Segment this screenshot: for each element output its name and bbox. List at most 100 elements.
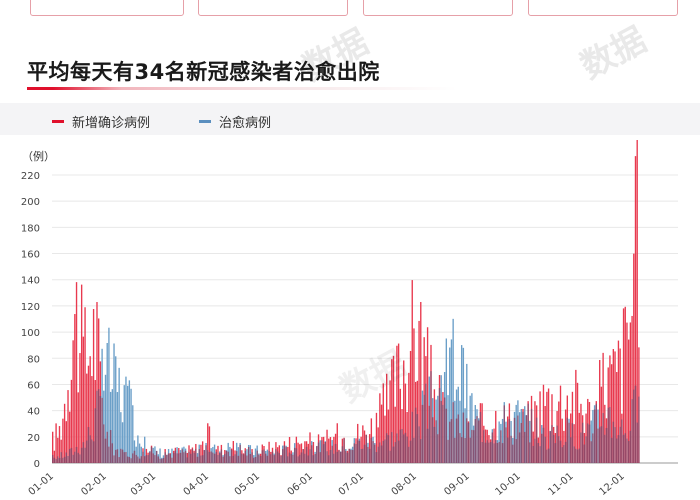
- bar-new-cases: [558, 401, 560, 463]
- bar-new-cases: [128, 456, 131, 463]
- bar-cured: [317, 442, 320, 463]
- bar-new-cases: [58, 426, 61, 463]
- bar-new-cases: [409, 350, 412, 463]
- bar-cured: [104, 374, 107, 463]
- bar-new-cases: [258, 454, 260, 463]
- bar-new-cases: [326, 429, 328, 463]
- bar-new-cases: [52, 431, 54, 463]
- bar-cured: [542, 427, 545, 463]
- bar-cured: [75, 446, 78, 463]
- bar-new-cases: [362, 425, 364, 463]
- bar-new-cases: [379, 393, 381, 463]
- bar-cured: [397, 440, 400, 463]
- bar-cured: [588, 424, 591, 463]
- bar-new-cases: [74, 314, 76, 463]
- bar-cured: [193, 452, 195, 463]
- bar-cured: [612, 421, 615, 463]
- bar-new-cases: [559, 385, 562, 463]
- bar-new-cases: [392, 355, 395, 463]
- bar-cured: [602, 413, 604, 463]
- bar-new-cases: [96, 302, 98, 463]
- bar-new-cases: [389, 380, 391, 463]
- bar-cured: [200, 455, 202, 463]
- bar-new-cases: [593, 409, 596, 463]
- bar-cured: [566, 417, 569, 463]
- bar-new-cases: [600, 386, 603, 463]
- bar-new-cases: [266, 455, 269, 463]
- bar-new-cases: [53, 450, 56, 463]
- bar-new-cases: [397, 343, 400, 463]
- bar-new-cases: [86, 373, 88, 463]
- bar-new-cases: [464, 438, 466, 463]
- bar-cured: [312, 455, 315, 463]
- bar-cured: [413, 437, 415, 463]
- bar-cured: [348, 448, 350, 463]
- bar-new-cases: [564, 409, 567, 463]
- bar-cured: [62, 457, 64, 463]
- bar-cured: [178, 453, 180, 463]
- bar-new-cases: [592, 433, 594, 463]
- bar-cured: [96, 390, 98, 463]
- bar-cured: [172, 452, 175, 463]
- bar-new-cases: [420, 301, 422, 463]
- bar-new-cases: [396, 345, 398, 463]
- bar-cured: [508, 419, 511, 463]
- bar-new-cases: [208, 426, 211, 463]
- bar-cured: [365, 434, 367, 463]
- bar-cured: [60, 452, 62, 463]
- bar-new-cases: [137, 456, 139, 463]
- bar-cured: [290, 453, 292, 463]
- bar-new-cases: [491, 432, 494, 463]
- bar-cured: [118, 367, 120, 463]
- bar-new-cases: [634, 156, 637, 463]
- bar-new-cases: [133, 450, 136, 463]
- bar-cured: [343, 438, 345, 463]
- bar-cured: [98, 389, 100, 463]
- bar-cured: [74, 451, 76, 463]
- bar-new-cases: [84, 307, 86, 463]
- bar-new-cases: [237, 455, 240, 463]
- bar-cured: [120, 412, 122, 463]
- bar-new-cases: [200, 444, 202, 463]
- bar-cured: [234, 454, 236, 463]
- bar-new-cases: [154, 455, 156, 463]
- bar-new-cases: [87, 365, 90, 463]
- bar-cured: [130, 388, 132, 463]
- bar-new-cases: [524, 431, 526, 463]
- bar-cured: [92, 441, 95, 463]
- bar-cured: [515, 404, 517, 463]
- bar-new-cases: [103, 424, 105, 463]
- bar-cured: [626, 438, 628, 463]
- bar-cured: [363, 444, 366, 463]
- bar-new-cases: [437, 434, 439, 463]
- bar-new-cases: [339, 451, 342, 463]
- bar-new-cases: [450, 419, 453, 463]
- bar-new-cases: [627, 339, 630, 463]
- bar-cured: [276, 451, 279, 463]
- bar-cured: [215, 451, 217, 463]
- bar-new-cases: [140, 456, 142, 463]
- bar-cured: [462, 347, 465, 463]
- bar-cured: [84, 447, 86, 463]
- bar-cured: [288, 452, 291, 463]
- bar-cured: [583, 444, 586, 463]
- bar-cured: [486, 440, 488, 463]
- bar-cured: [299, 454, 301, 463]
- bar-cured: [259, 456, 262, 463]
- bar-new-cases: [428, 405, 430, 463]
- bar-cured: [336, 451, 338, 463]
- bar-cured: [333, 453, 335, 463]
- bar-cured: [341, 446, 344, 463]
- bar-new-cases: [372, 441, 374, 463]
- bar-cured: [638, 396, 640, 463]
- bar-new-cases: [631, 315, 633, 463]
- bar-new-cases: [57, 437, 59, 463]
- bar-new-cases: [529, 442, 531, 463]
- bar-new-cases: [541, 433, 543, 463]
- bar-new-cases: [213, 453, 216, 463]
- watermark-logo: 数据: [574, 19, 654, 88]
- bar-cured: [57, 456, 59, 463]
- bar-new-cases: [457, 414, 459, 463]
- bar-cured: [65, 452, 67, 463]
- bar-new-cases: [126, 456, 129, 463]
